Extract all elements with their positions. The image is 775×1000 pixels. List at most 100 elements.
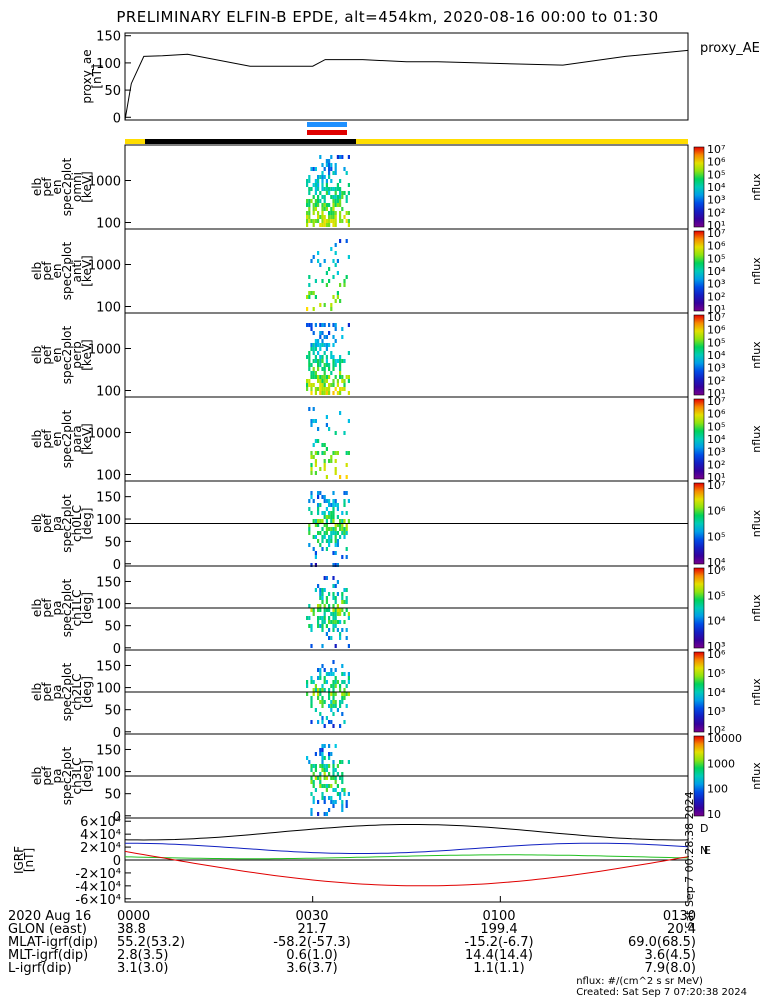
footer-cell: 14.4(14.4) bbox=[464, 948, 534, 963]
spectrogram-cell bbox=[336, 183, 339, 187]
colorbar-label: nflux bbox=[750, 509, 763, 537]
spectrogram-cell bbox=[330, 527, 333, 531]
spectrogram-cell bbox=[321, 215, 324, 219]
spectrogram-cell bbox=[341, 555, 344, 559]
spectrogram-cell bbox=[332, 596, 335, 600]
spectrogram-cell bbox=[334, 780, 337, 784]
spectrogram-cell bbox=[310, 780, 313, 784]
spectrogram-cell bbox=[336, 195, 339, 199]
spectrogram-cell bbox=[332, 612, 335, 616]
spectrogram-cell bbox=[314, 391, 317, 395]
y-tick-label: 0 bbox=[113, 854, 121, 869]
spectrogram-cell bbox=[325, 343, 328, 347]
spectrogram-cell bbox=[321, 219, 324, 223]
spectrogram-cell bbox=[314, 323, 317, 327]
spectrogram-cell bbox=[325, 784, 328, 788]
spectrogram-cell bbox=[314, 279, 317, 283]
spectrogram-cell bbox=[319, 383, 322, 387]
spectrogram-cell bbox=[317, 688, 320, 692]
spectrogram-cell bbox=[332, 359, 335, 363]
colorbar-label: nflux bbox=[750, 257, 763, 285]
spectrogram-cell bbox=[345, 628, 348, 632]
spectrogram-cell bbox=[336, 379, 339, 383]
colorbar-tick-label: 10⁷ bbox=[707, 227, 725, 240]
spectrogram-cell bbox=[328, 672, 331, 676]
y-tick-label: 1000 bbox=[88, 426, 121, 441]
spectrogram-cell bbox=[339, 283, 342, 287]
spectrogram-cell bbox=[319, 303, 322, 307]
spectrogram-cell bbox=[341, 664, 344, 668]
spectrogram-cell bbox=[336, 784, 339, 788]
spectrogram-cell bbox=[332, 491, 335, 495]
spectrogram-cell bbox=[325, 191, 328, 195]
colorbar-tick-label: 10³ bbox=[707, 446, 725, 459]
spectrogram-cell bbox=[330, 720, 333, 724]
spectrogram-cell bbox=[330, 668, 333, 672]
spectrogram-cell bbox=[345, 608, 348, 612]
spectrogram-cell bbox=[325, 600, 328, 604]
spectrogram-cell bbox=[330, 215, 333, 219]
spectrogram-cell bbox=[325, 355, 328, 359]
science-zone-bar-red bbox=[307, 130, 347, 135]
spectrogram-cell bbox=[339, 688, 342, 692]
spectrogram-cell bbox=[345, 511, 348, 515]
spectrogram-cell bbox=[341, 788, 344, 792]
spectrogram-cell bbox=[325, 375, 328, 379]
spectrogram-cell bbox=[339, 535, 342, 539]
spectrogram-cell bbox=[345, 195, 348, 199]
spectrogram-cell bbox=[328, 692, 331, 696]
spectrogram-cell bbox=[328, 688, 331, 692]
spectrogram-cell bbox=[334, 191, 337, 195]
spectrogram-cell bbox=[308, 199, 311, 203]
y-axis-label: proxy_ae bbox=[80, 49, 94, 103]
spectrogram-cell bbox=[325, 183, 328, 187]
y-tick-label: 0 bbox=[113, 558, 121, 573]
spectrogram-cell bbox=[321, 596, 324, 600]
spectrogram-cell bbox=[312, 371, 315, 375]
spectrogram-cell bbox=[345, 523, 348, 527]
spectrogram-cell bbox=[312, 367, 315, 371]
spectrogram-cell bbox=[339, 411, 342, 415]
spectrogram-cell bbox=[339, 359, 342, 363]
spectrogram-cell bbox=[339, 367, 342, 371]
spectrogram-cell bbox=[325, 776, 328, 780]
spectrogram-cell bbox=[323, 616, 326, 620]
spectrogram-cell bbox=[334, 692, 337, 696]
spectrogram-cell bbox=[317, 203, 320, 207]
spectrogram-cell bbox=[332, 688, 335, 692]
spectrogram-cell bbox=[345, 463, 348, 467]
spectrogram-cell bbox=[317, 199, 320, 203]
spectrogram-cell bbox=[330, 519, 333, 523]
spectrogram-cell bbox=[328, 744, 331, 748]
spectrogram-cell bbox=[319, 519, 322, 523]
spectrogram-cell bbox=[312, 612, 315, 616]
spectrogram-cell bbox=[330, 752, 333, 756]
y-axis-label: [keV] bbox=[80, 171, 94, 202]
spectrogram-cell bbox=[312, 764, 315, 768]
igrf-north-line bbox=[125, 842, 689, 854]
spectrogram-cell bbox=[343, 720, 346, 724]
spectrogram-cell bbox=[336, 391, 339, 395]
y-tick-label: -6×10⁴ bbox=[75, 893, 121, 908]
spectrogram-cell bbox=[321, 171, 324, 175]
science-zone-bar-blue bbox=[307, 122, 347, 127]
spectrogram-cell bbox=[317, 179, 320, 183]
spectrogram-cell bbox=[306, 692, 309, 696]
spectrogram-cell bbox=[339, 523, 342, 527]
colorbar bbox=[693, 230, 705, 312]
spectrogram-cell bbox=[314, 708, 317, 712]
footer-cell: 38.8 bbox=[117, 922, 146, 937]
spectrogram-cell bbox=[323, 467, 326, 471]
spectrogram-cell bbox=[321, 644, 324, 648]
spectrogram-cell bbox=[330, 612, 333, 616]
spectrogram-cell bbox=[334, 467, 337, 471]
spectrogram-cell bbox=[312, 255, 315, 259]
spectrogram-cell bbox=[317, 259, 320, 263]
spectrogram-cell bbox=[306, 684, 309, 688]
spectrogram-cell bbox=[319, 624, 322, 628]
spectrogram-cell bbox=[325, 335, 328, 339]
spectrogram-cell bbox=[332, 628, 335, 632]
spectrogram-cell bbox=[334, 584, 337, 588]
credits: nflux: #/(cm^2 s sr MeV) Created: Sat Se… bbox=[576, 976, 747, 998]
spectrogram-cell bbox=[330, 195, 333, 199]
